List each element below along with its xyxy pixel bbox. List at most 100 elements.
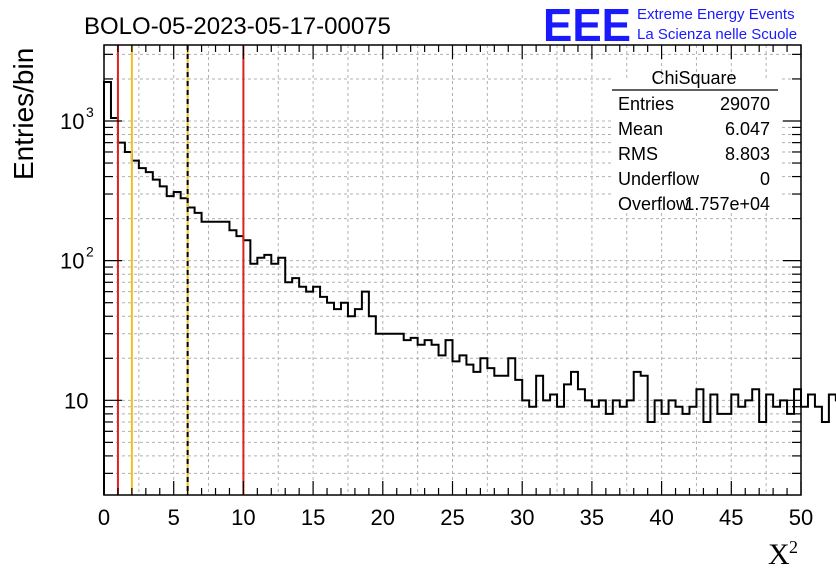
histogram-bin bbox=[306, 292, 313, 495]
histogram-bin bbox=[634, 372, 641, 495]
histogram-bin bbox=[641, 376, 648, 495]
histogram-bin bbox=[592, 407, 599, 495]
histogram-bin bbox=[313, 287, 320, 495]
histogram-bin bbox=[655, 400, 662, 495]
histogram-bin bbox=[153, 180, 160, 495]
histogram-bin bbox=[285, 282, 292, 495]
histogram-bin bbox=[529, 407, 536, 495]
histogram-bin bbox=[369, 316, 376, 495]
histogram-bin bbox=[564, 384, 571, 495]
x-tick-label: 15 bbox=[301, 505, 325, 530]
x-tick-label: 40 bbox=[649, 505, 673, 530]
stats-box: ChiSquare Entries 29070 Mean 6.047 RMS 8.803 U… bbox=[612, 68, 780, 214]
x-tick-label: 30 bbox=[510, 505, 534, 530]
histogram-bin bbox=[160, 186, 167, 495]
x-tick-label: 10 bbox=[231, 505, 255, 530]
histogram-bin bbox=[710, 395, 717, 495]
histogram-bin bbox=[689, 407, 696, 495]
histogram-bin bbox=[390, 334, 397, 495]
y-tick-label-base: 10 bbox=[60, 249, 84, 274]
histogram-bin bbox=[257, 258, 264, 495]
histogram-bin bbox=[550, 395, 557, 495]
histogram-bin bbox=[411, 338, 418, 495]
stats-row: Underflow 0 bbox=[618, 169, 770, 189]
histogram-bin bbox=[515, 380, 522, 495]
x-axis-title: X 2 bbox=[768, 537, 798, 571]
x-tick-label: 45 bbox=[719, 505, 743, 530]
histogram-bin bbox=[236, 236, 243, 495]
chart-title: BOLO-05-2023-05-17-00075 bbox=[84, 13, 391, 40]
histogram-bin bbox=[731, 395, 738, 495]
histogram-bin bbox=[585, 400, 592, 495]
x-axis-title-superscript: 2 bbox=[789, 537, 798, 557]
stats-row: Entries 29070 bbox=[618, 94, 770, 114]
stats-row: Mean 6.047 bbox=[618, 119, 770, 139]
histogram-bin bbox=[271, 264, 278, 495]
stats-row-label: Overflow bbox=[618, 194, 690, 214]
histogram-bin bbox=[752, 389, 759, 495]
histogram-bin bbox=[397, 334, 404, 495]
histogram-bin bbox=[703, 422, 710, 495]
histogram-bin bbox=[808, 395, 815, 495]
histogram-bin bbox=[139, 168, 146, 495]
stats-rows: Entries 29070 Mean 6.047 RMS 8.803 Underflow 0 O… bbox=[618, 94, 770, 214]
histogram-bin bbox=[780, 400, 787, 495]
histogram-outline bbox=[103, 81, 836, 495]
stats-row-label: Entries bbox=[618, 94, 674, 114]
histogram-bin bbox=[676, 407, 683, 495]
stats-title: ChiSquare bbox=[651, 68, 736, 88]
histogram-bin bbox=[146, 172, 153, 495]
logo-line-1: Extreme Energy Events bbox=[637, 6, 795, 23]
histogram-bin bbox=[773, 407, 780, 495]
histogram-bin bbox=[243, 240, 250, 495]
histogram-bin bbox=[195, 213, 202, 495]
y-tick-label-exponent: 2 bbox=[86, 244, 94, 260]
histogram-bin bbox=[264, 255, 271, 495]
histogram-bin bbox=[571, 372, 578, 495]
histogram-bin bbox=[383, 334, 390, 495]
histogram-bin bbox=[111, 118, 118, 495]
x-tick-label: 0 bbox=[98, 505, 110, 530]
histogram-bin bbox=[787, 414, 794, 495]
histogram-bin bbox=[759, 422, 766, 495]
histogram-bin bbox=[202, 222, 209, 495]
histogram-bin bbox=[181, 198, 188, 495]
histogram-bin bbox=[627, 400, 634, 495]
histogram-bin bbox=[222, 222, 229, 495]
histogram-bin bbox=[167, 196, 174, 495]
histogram-bin bbox=[501, 376, 508, 495]
histogram-bin bbox=[188, 208, 195, 495]
histogram-bin bbox=[132, 161, 139, 495]
stats-row-value: 29070 bbox=[720, 94, 770, 114]
stats-row-value: 1.757e+04 bbox=[684, 194, 770, 214]
histogram-bin bbox=[815, 407, 822, 495]
histogram-bin bbox=[404, 340, 411, 495]
histogram-bin bbox=[459, 355, 466, 495]
histogram-bin bbox=[118, 143, 125, 495]
histogram-bin bbox=[362, 292, 369, 495]
stats-row-value: 8.803 bbox=[725, 144, 770, 164]
histogram-bin bbox=[829, 395, 836, 495]
y-tick-label-exponent: 3 bbox=[86, 104, 94, 120]
histogram-bin bbox=[104, 82, 111, 495]
histogram-bin bbox=[599, 400, 606, 495]
histogram-bin bbox=[508, 358, 515, 495]
histogram-bin bbox=[299, 287, 306, 495]
histogram-bin bbox=[425, 340, 432, 495]
histogram-bin bbox=[683, 414, 690, 495]
x-tick-label: 50 bbox=[789, 505, 813, 530]
stats-box-background bbox=[612, 78, 780, 208]
histogram-bin bbox=[125, 152, 132, 495]
histogram-bin bbox=[648, 422, 655, 495]
histogram-bin bbox=[341, 303, 348, 495]
histogram-bin bbox=[522, 400, 529, 495]
histogram-bin bbox=[606, 414, 613, 495]
histogram-bin bbox=[696, 389, 703, 495]
histogram-bin bbox=[216, 222, 223, 495]
histogram-bin bbox=[578, 389, 585, 495]
histogram-bin bbox=[669, 400, 676, 495]
histogram-bin bbox=[543, 400, 550, 495]
y-axis-title: Entries/bin bbox=[8, 48, 39, 180]
y-tick-label: 10 bbox=[64, 388, 88, 413]
